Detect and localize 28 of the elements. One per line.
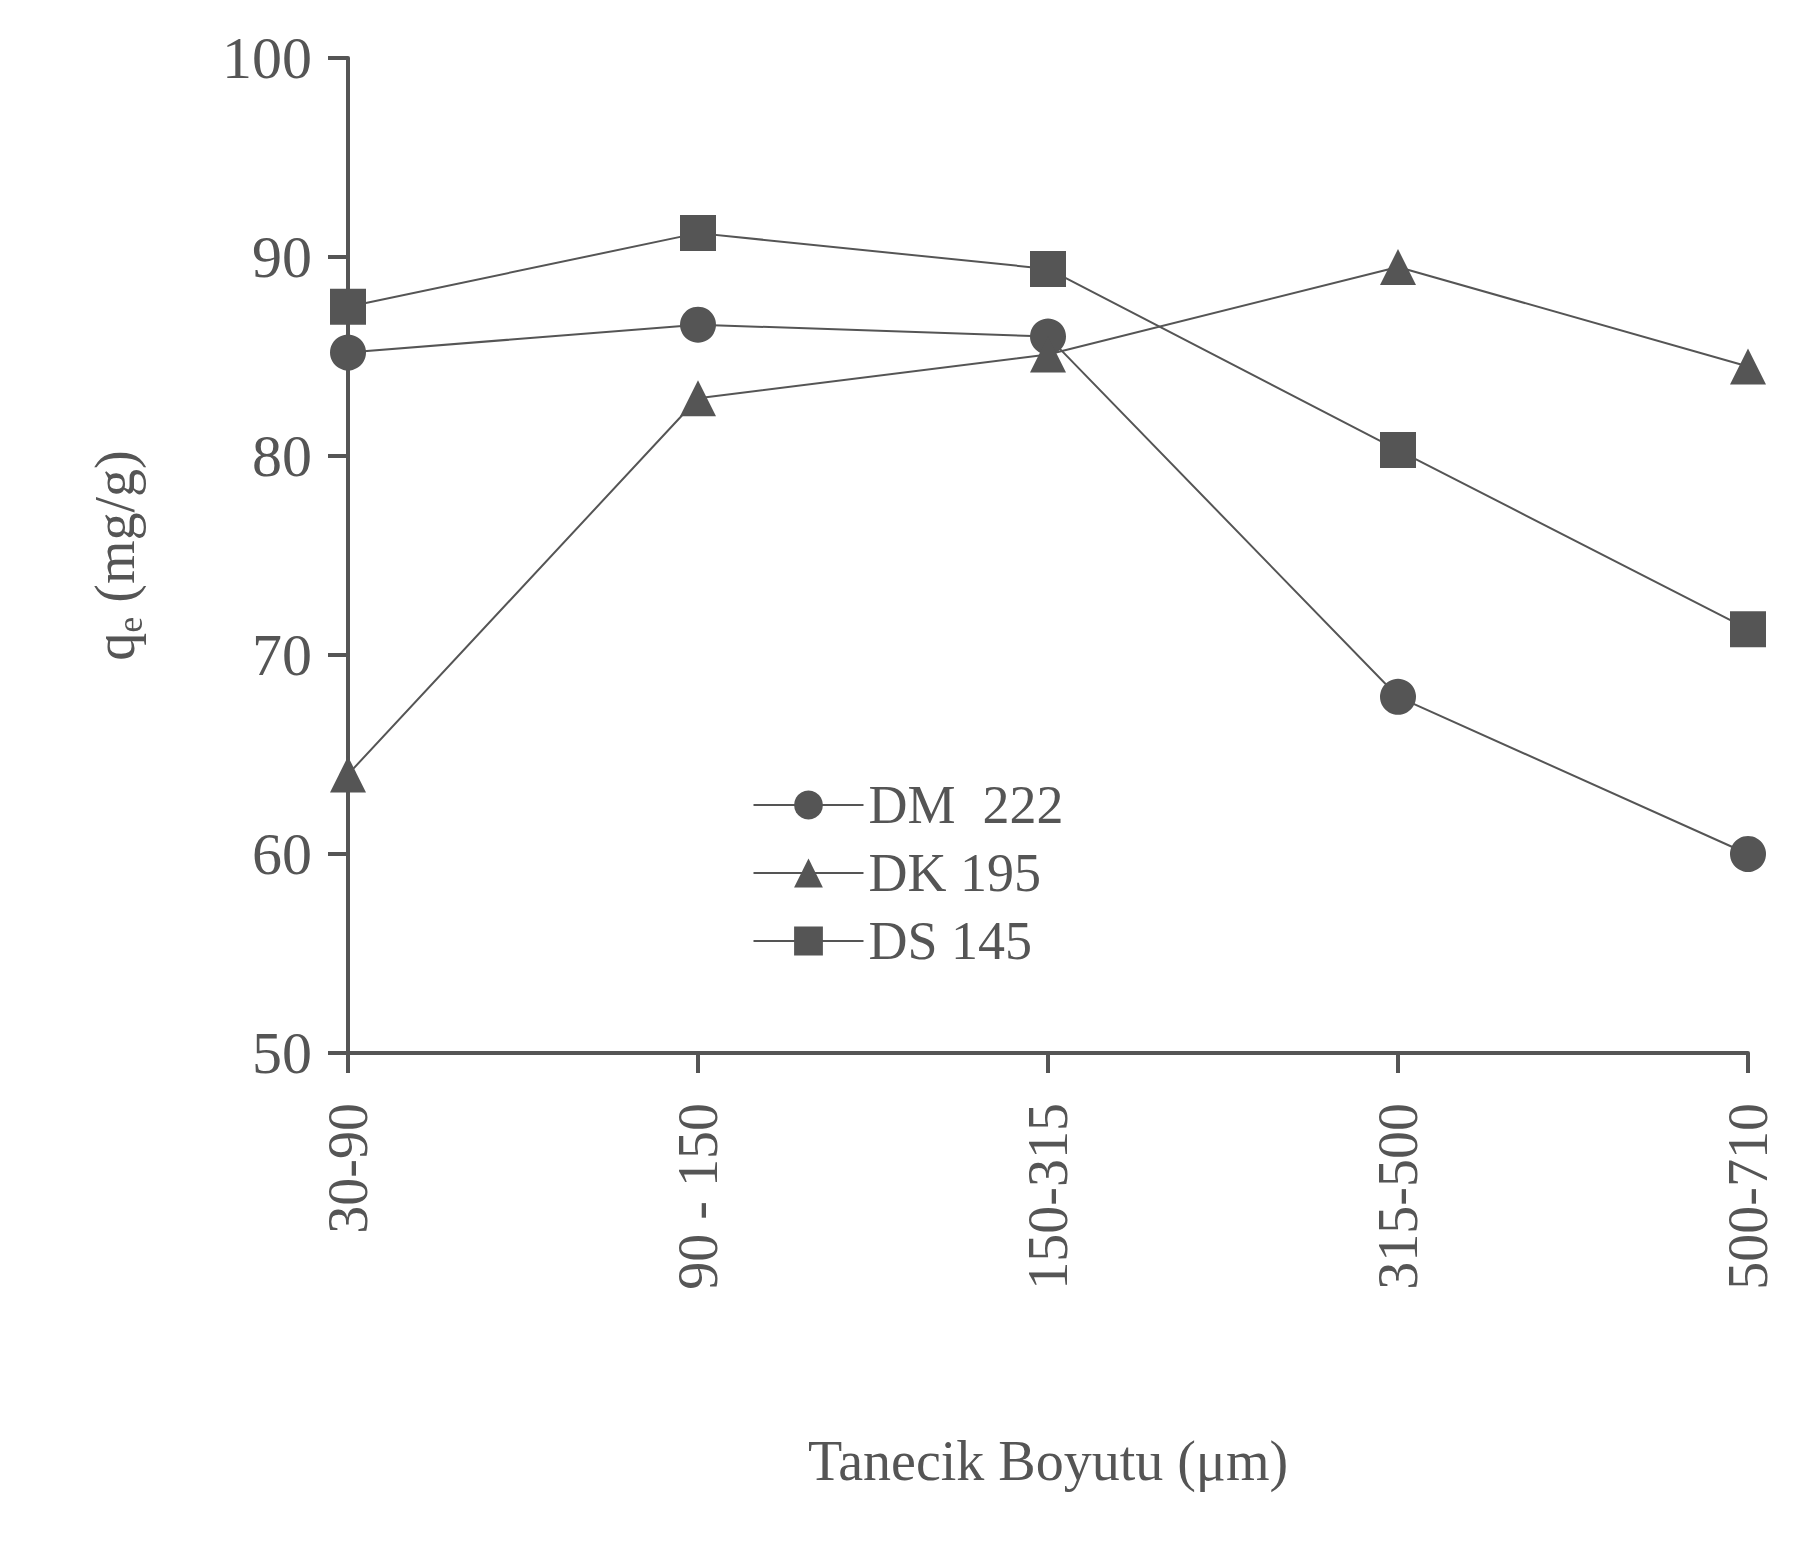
x-axis-title: Tanecik Boyutu (μm) [807, 1430, 1289, 1493]
y-axis-title: qe (mg/g) [84, 450, 150, 661]
legend-label: DK 195 [868, 843, 1041, 903]
x-tick-label: 30-90 [317, 1103, 379, 1234]
y-tick-label: 50 [252, 1020, 312, 1086]
x-tick-label: 90 - 150 [667, 1103, 729, 1290]
y-tick-label: 90 [252, 224, 312, 290]
point [1030, 250, 1066, 287]
point [1730, 611, 1766, 648]
point [1380, 678, 1416, 715]
point [680, 306, 716, 343]
y-tick-label: 100 [222, 25, 312, 91]
point [1730, 836, 1766, 872]
y-tick-label: 80 [252, 423, 312, 489]
x-tick-label: 315-500 [1367, 1103, 1429, 1290]
legend-label: DM 222 [868, 775, 1064, 835]
y-tick-label: 70 [252, 622, 312, 688]
legend-label: DS 145 [868, 911, 1033, 971]
point [1380, 432, 1416, 469]
point [330, 334, 366, 371]
point [1380, 248, 1416, 285]
point [1730, 348, 1766, 385]
point [680, 215, 716, 252]
point [680, 380, 716, 417]
x-tick-label: 150-315 [1017, 1103, 1079, 1290]
y-tick-label: 60 [252, 821, 312, 887]
point [330, 288, 366, 325]
x-tick-label: 500-710 [1717, 1103, 1779, 1290]
